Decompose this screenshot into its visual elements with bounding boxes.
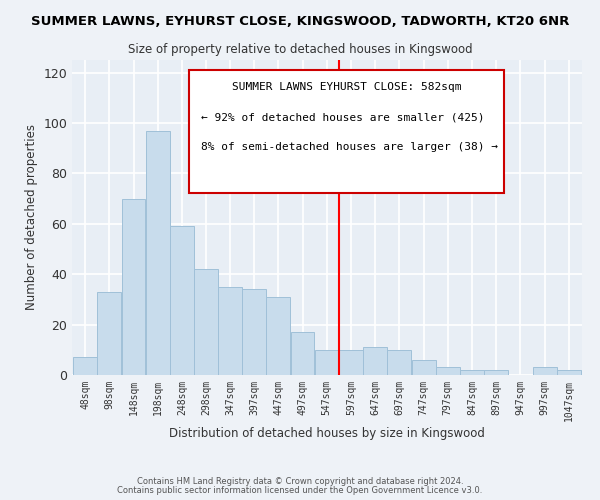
Text: SUMMER LAWNS EYHURST CLOSE: 582sqm: SUMMER LAWNS EYHURST CLOSE: 582sqm xyxy=(232,82,461,92)
Bar xyxy=(484,370,508,375)
Y-axis label: Number of detached properties: Number of detached properties xyxy=(25,124,38,310)
Bar xyxy=(146,130,170,375)
Bar xyxy=(170,226,194,375)
Text: Contains HM Land Registry data © Crown copyright and database right 2024.: Contains HM Land Registry data © Crown c… xyxy=(137,477,463,486)
Text: Contains public sector information licensed under the Open Government Licence v3: Contains public sector information licen… xyxy=(118,486,482,495)
Bar xyxy=(388,350,412,375)
Bar xyxy=(194,269,218,375)
Text: SUMMER LAWNS, EYHURST CLOSE, KINGSWOOD, TADWORTH, KT20 6NR: SUMMER LAWNS, EYHURST CLOSE, KINGSWOOD, … xyxy=(31,15,569,28)
Text: 8% of semi-detached houses are larger (38) →: 8% of semi-detached houses are larger (3… xyxy=(201,142,498,152)
Bar xyxy=(97,292,121,375)
X-axis label: Distribution of detached houses by size in Kingswood: Distribution of detached houses by size … xyxy=(169,426,485,440)
Bar xyxy=(122,198,145,375)
Bar xyxy=(533,368,557,375)
Bar xyxy=(218,287,242,375)
Bar xyxy=(363,348,387,375)
Text: Size of property relative to detached houses in Kingswood: Size of property relative to detached ho… xyxy=(128,42,472,56)
Bar xyxy=(242,290,266,375)
Bar xyxy=(315,350,338,375)
Bar xyxy=(436,368,460,375)
Bar xyxy=(290,332,314,375)
Bar xyxy=(557,370,581,375)
Bar xyxy=(339,350,363,375)
Text: ← 92% of detached houses are smaller (425): ← 92% of detached houses are smaller (42… xyxy=(201,112,485,122)
Bar xyxy=(73,358,97,375)
Bar xyxy=(266,297,290,375)
Bar xyxy=(460,370,484,375)
Bar xyxy=(412,360,436,375)
